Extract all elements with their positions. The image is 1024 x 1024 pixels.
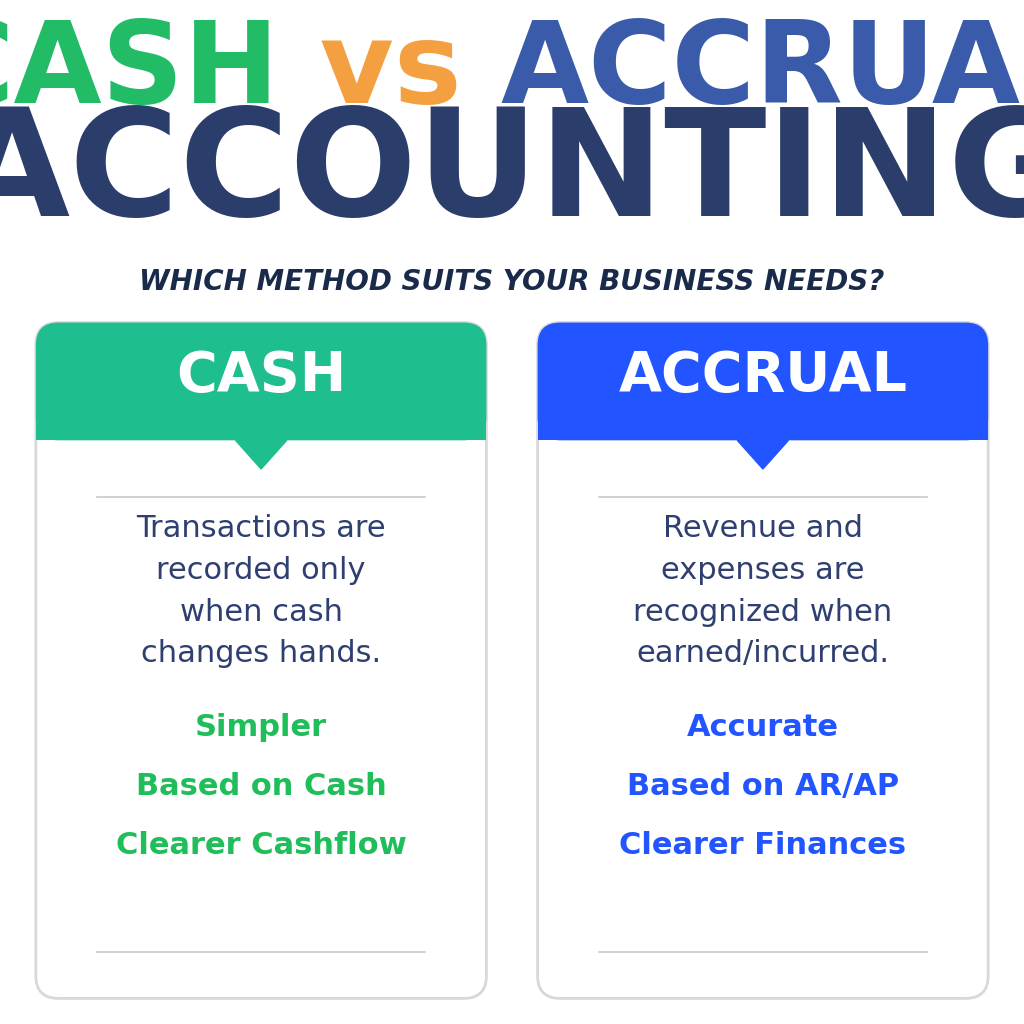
Text: vs: vs	[280, 16, 501, 127]
Text: ACCOUNTING: ACCOUNTING	[0, 101, 1024, 247]
Text: Revenue and
expenses are
recognized when
earned/incurred.: Revenue and expenses are recognized when…	[633, 514, 893, 669]
Text: Clearer Cashflow: Clearer Cashflow	[116, 831, 407, 860]
Text: Transactions are
recorded only
when cash
changes hands.: Transactions are recorded only when cash…	[136, 514, 386, 669]
FancyBboxPatch shape	[36, 323, 486, 440]
Text: WHICH METHOD SUITS YOUR BUSINESS NEEDS?: WHICH METHOD SUITS YOUR BUSINESS NEEDS?	[139, 267, 885, 296]
FancyBboxPatch shape	[538, 323, 988, 440]
Text: Based on Cash: Based on Cash	[136, 772, 386, 801]
Text: Clearer Finances: Clearer Finances	[620, 831, 906, 860]
Text: Simpler: Simpler	[195, 713, 328, 741]
FancyBboxPatch shape	[538, 323, 988, 998]
Text: Accurate: Accurate	[687, 713, 839, 741]
Text: Based on AR/AP: Based on AR/AP	[627, 772, 899, 801]
Text: CASH: CASH	[176, 348, 346, 402]
Bar	[36, 391, 486, 440]
Polygon shape	[737, 440, 788, 469]
Text: ACCRUAL: ACCRUAL	[501, 16, 1024, 127]
Polygon shape	[236, 440, 287, 469]
Text: CASH: CASH	[0, 16, 280, 127]
Bar	[538, 391, 988, 440]
Text: ACCRUAL: ACCRUAL	[618, 348, 907, 402]
FancyBboxPatch shape	[36, 323, 486, 998]
